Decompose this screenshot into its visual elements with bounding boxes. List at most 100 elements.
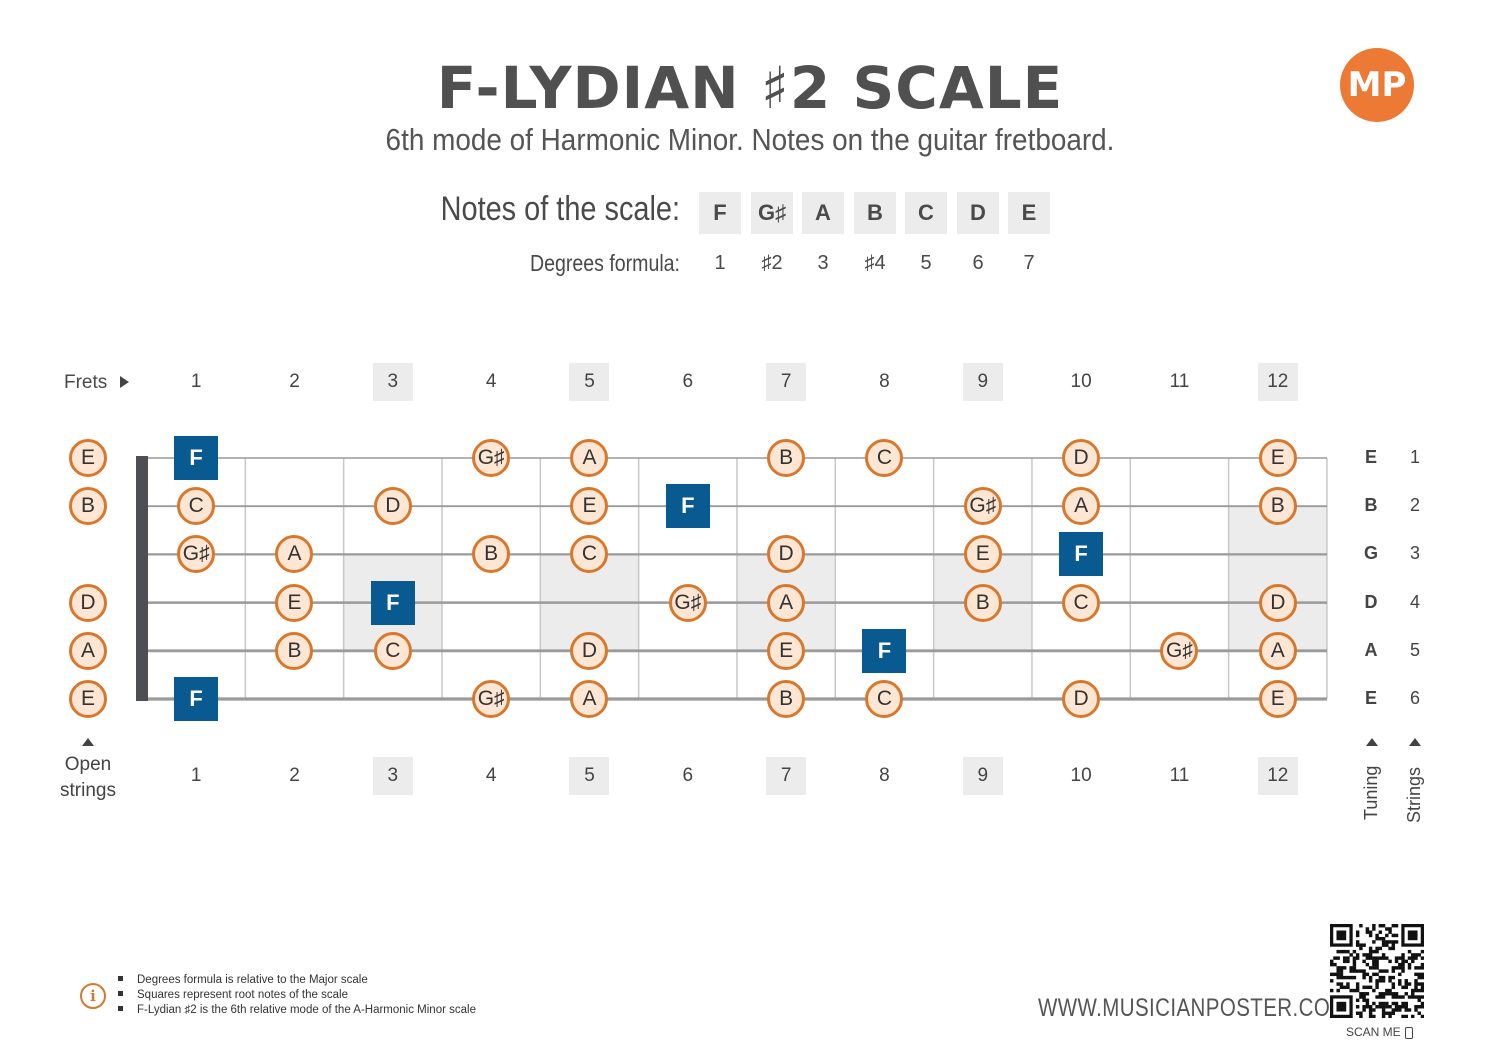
qr-module: [1388, 979, 1392, 983]
qr-module: [1381, 1014, 1386, 1018]
qr-module: [1420, 985, 1424, 990]
qr-module: [1401, 962, 1405, 967]
qr-module: [1378, 936, 1383, 941]
fret-number: 9: [962, 757, 1003, 795]
qr-module: [1414, 979, 1418, 983]
qr-module: [1391, 1008, 1396, 1012]
fret-number: 1: [190, 765, 202, 786]
qr-module: [1352, 956, 1357, 960]
bullet-icon: [118, 1006, 123, 1012]
qr-module: [1346, 949, 1350, 954]
scale-note-marker: G♯: [1160, 631, 1199, 670]
qr-module: [1355, 1005, 1360, 1009]
fret-number: 5: [569, 363, 610, 401]
qr-module: [1375, 933, 1379, 938]
qr-module: [1420, 1014, 1424, 1018]
string-tuning: G: [1363, 543, 1378, 564]
qr-module: [1398, 966, 1402, 970]
footnote-text: F-Lydian ♯2 is the 6th relative mode of …: [137, 1004, 476, 1016]
footnote-text: Squares represent root notes of the scal…: [137, 989, 348, 1001]
qr-module: [1368, 975, 1373, 980]
qr-module: [1355, 988, 1360, 993]
string-number: 4: [1409, 591, 1420, 612]
fret-number: 2: [289, 765, 300, 786]
qr-finder: [1407, 930, 1418, 941]
qr-module: [1394, 940, 1399, 944]
website-link[interactable]: WWW.MUSICIANPOSTER.COM: [1038, 994, 1348, 1022]
scale-note: B: [854, 192, 896, 234]
qr-module: [1394, 933, 1399, 938]
qr-module: [1394, 1005, 1399, 1009]
qr-module: [1391, 940, 1396, 944]
qr-module: [1401, 995, 1405, 999]
qr-module: [1372, 959, 1376, 964]
qr-module: [1420, 949, 1424, 954]
qr-module: [1336, 966, 1340, 970]
scale-degree: 5: [920, 252, 932, 274]
fret-number: 6: [682, 765, 694, 786]
qr-module: [1346, 956, 1350, 960]
fret-number: 2: [289, 371, 300, 392]
qr-module: [1381, 936, 1386, 941]
qr-module: [1394, 956, 1399, 960]
qr-module: [1381, 995, 1386, 999]
qr-module: [1355, 930, 1360, 934]
scale-note-marker: C: [865, 680, 904, 718]
qr-module: [1404, 992, 1408, 996]
qr-module: [1411, 1014, 1415, 1018]
qr-module: [1355, 1011, 1360, 1015]
qr-module: [1417, 982, 1421, 986]
qr-module: [1375, 946, 1379, 951]
qr-module: [1388, 1005, 1392, 1009]
qr-module: [1352, 959, 1357, 964]
qr-module: [1362, 998, 1366, 1002]
qr-module: [1391, 1011, 1396, 1015]
qr-module: [1420, 972, 1424, 977]
qr-module: [1365, 953, 1370, 957]
qr-module: [1375, 995, 1379, 999]
qr-module: [1372, 924, 1376, 928]
qr-module: [1336, 949, 1340, 954]
scale-note-marker: A: [767, 583, 806, 622]
scale-note-marker: B: [767, 680, 806, 718]
qr-module: [1414, 966, 1418, 970]
qr-module: [1362, 1008, 1366, 1012]
qr-module: [1411, 959, 1415, 964]
qr-module: [1355, 933, 1360, 938]
qr-module: [1362, 1005, 1366, 1009]
qr-module: [1342, 956, 1347, 960]
scale-degree: 3: [817, 252, 829, 274]
qr-module: [1417, 1005, 1421, 1009]
qr-module: [1388, 946, 1392, 951]
open-string-note: A: [69, 631, 107, 670]
qr-module: [1388, 930, 1392, 934]
qr-module: [1368, 979, 1373, 983]
scale-note-marker: G♯: [668, 583, 707, 622]
qr-module: [1339, 975, 1344, 980]
qr-module: [1407, 956, 1412, 960]
qr-module: [1342, 966, 1347, 970]
qr-module: [1375, 962, 1379, 967]
qr-module: [1355, 940, 1360, 944]
scale-note-marker: G♯: [472, 439, 511, 477]
qr-module: [1372, 1014, 1376, 1018]
qr-module: [1420, 1005, 1424, 1009]
open-string-note: D: [69, 583, 107, 622]
qr-module: [1420, 962, 1424, 967]
qr-module: [1404, 1014, 1408, 1018]
fret-number: 11: [1169, 371, 1190, 392]
qr-module: [1414, 956, 1418, 960]
scale-note-marker: D: [767, 535, 806, 574]
fret-number: 4: [485, 371, 497, 392]
qr-module: [1365, 972, 1370, 977]
fret-number: 11: [1169, 765, 1190, 786]
qr-module: [1372, 1008, 1376, 1012]
scale-degree: 7: [1023, 252, 1035, 274]
qr-module: [1352, 962, 1357, 967]
fret-number: 6: [682, 371, 694, 392]
qr-module: [1330, 959, 1334, 964]
qr-module: [1394, 992, 1399, 996]
root-note: F: [370, 580, 415, 625]
fret-number: 12: [1257, 363, 1298, 401]
qr-module: [1417, 995, 1421, 999]
